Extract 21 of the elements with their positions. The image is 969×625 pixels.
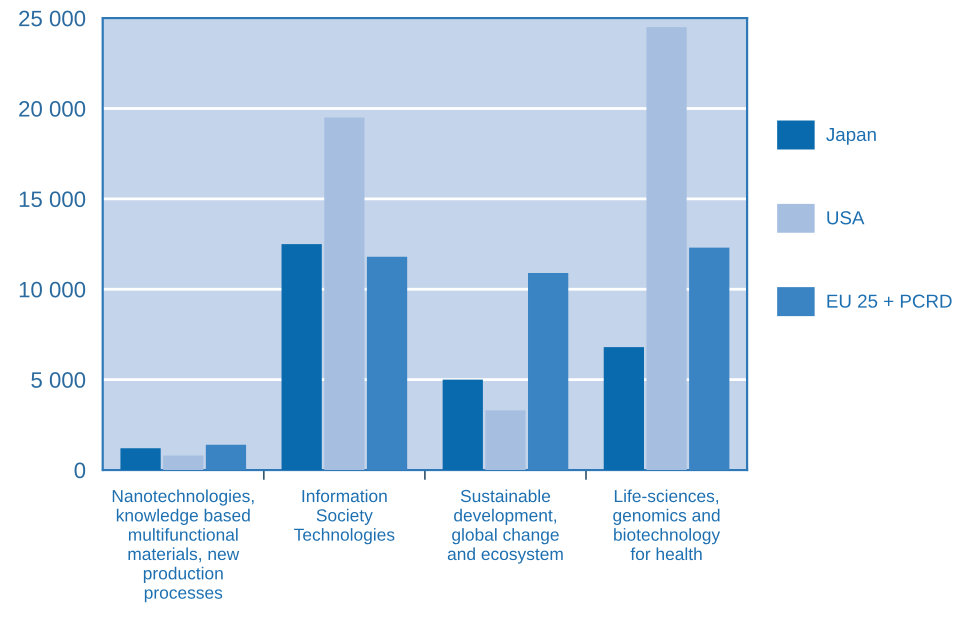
- bar: [442, 380, 483, 470]
- bar: [163, 456, 204, 470]
- bar: [485, 410, 526, 470]
- bar: [282, 244, 322, 470]
- y-tick-label: 0: [74, 462, 86, 478]
- y-tick-label: 25 000: [19, 10, 86, 26]
- y-tick-label: 10 000: [20, 282, 86, 298]
- legend-label: Japan: [826, 128, 876, 145]
- legend-label: EU 25 + PCRD: [827, 294, 952, 308]
- y-tick-label: 5 000: [31, 372, 86, 388]
- bar: [324, 118, 364, 470]
- bar: [120, 448, 161, 470]
- x-tick-label: Nanotechnologies, knowledge based multifunctional materials, new production processes: [112, 489, 254, 602]
- bar: [646, 27, 687, 470]
- x-tick-label: Information Society Technologies: [294, 489, 394, 544]
- x-tick-label: Life-sciences, genomics and biotechnology for health: [613, 489, 720, 560]
- legend-label: USA: [827, 211, 864, 224]
- y-tick-label: 20 000: [19, 101, 86, 117]
- y-tick-label: 15 000: [20, 191, 86, 208]
- x-tick-label: Sustainable development, global change and ecosystem: [448, 489, 563, 564]
- bar: [604, 347, 644, 470]
